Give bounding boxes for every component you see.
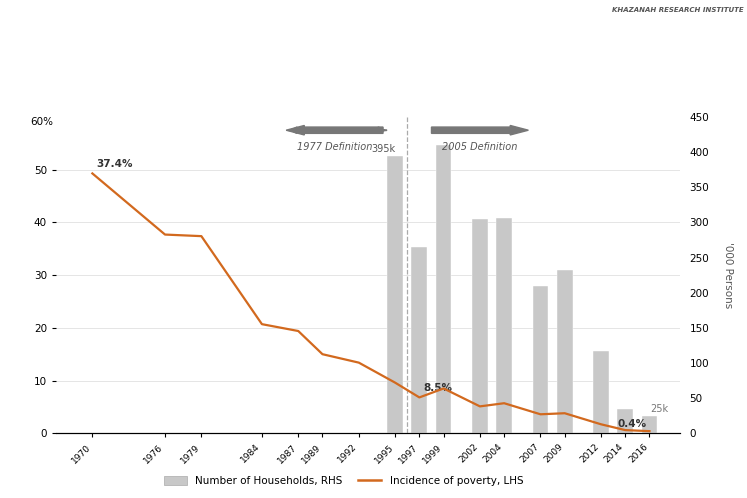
FancyArrow shape <box>432 125 528 135</box>
Text: Incidence of poverty and number of households: Incidence of poverty and number of house… <box>10 39 517 58</box>
Text: 25k: 25k <box>651 403 669 413</box>
Bar <box>533 286 548 433</box>
Legend: Number of Households, RHS, Incidence of poverty, LHS: Number of Households, RHS, Incidence of … <box>160 472 527 491</box>
Bar <box>472 219 488 433</box>
Text: 2005 Definition: 2005 Definition <box>442 142 518 152</box>
Text: 37.4%: 37.4% <box>96 159 132 169</box>
Bar <box>412 247 427 433</box>
Text: 0.4%: 0.4% <box>618 419 647 429</box>
Bar <box>557 269 573 433</box>
Bar <box>617 409 633 433</box>
Text: 60%: 60% <box>30 117 53 127</box>
Text: KHAZANAH RESEARCH INSTITUTE: KHAZANAH RESEARCH INSTITUTE <box>612 7 743 13</box>
Bar <box>496 218 512 433</box>
Bar <box>593 351 609 433</box>
Y-axis label: '000 Persons: '000 Persons <box>723 242 733 308</box>
Text: 8.5%: 8.5% <box>423 382 452 393</box>
Bar <box>387 156 403 433</box>
FancyArrow shape <box>286 125 383 135</box>
Text: 1977 Definition: 1977 Definition <box>297 142 372 152</box>
Bar <box>436 145 451 433</box>
Bar <box>642 416 657 433</box>
Text: under Poverty Line Income, 1979–2016: under Poverty Line Income, 1979–2016 <box>10 71 423 91</box>
Text: 395k: 395k <box>371 143 395 153</box>
